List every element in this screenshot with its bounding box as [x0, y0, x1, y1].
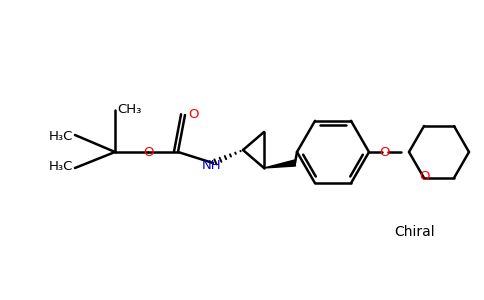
- Text: Chiral: Chiral: [394, 225, 435, 239]
- Text: O: O: [188, 108, 198, 121]
- Text: H₃C: H₃C: [48, 130, 73, 142]
- Polygon shape: [264, 160, 295, 168]
- Text: NH: NH: [202, 159, 222, 172]
- Text: O: O: [380, 146, 390, 159]
- Text: CH₃: CH₃: [117, 103, 141, 116]
- Text: O: O: [144, 146, 154, 159]
- Text: H₃C: H₃C: [48, 160, 73, 173]
- Text: O: O: [420, 170, 430, 183]
